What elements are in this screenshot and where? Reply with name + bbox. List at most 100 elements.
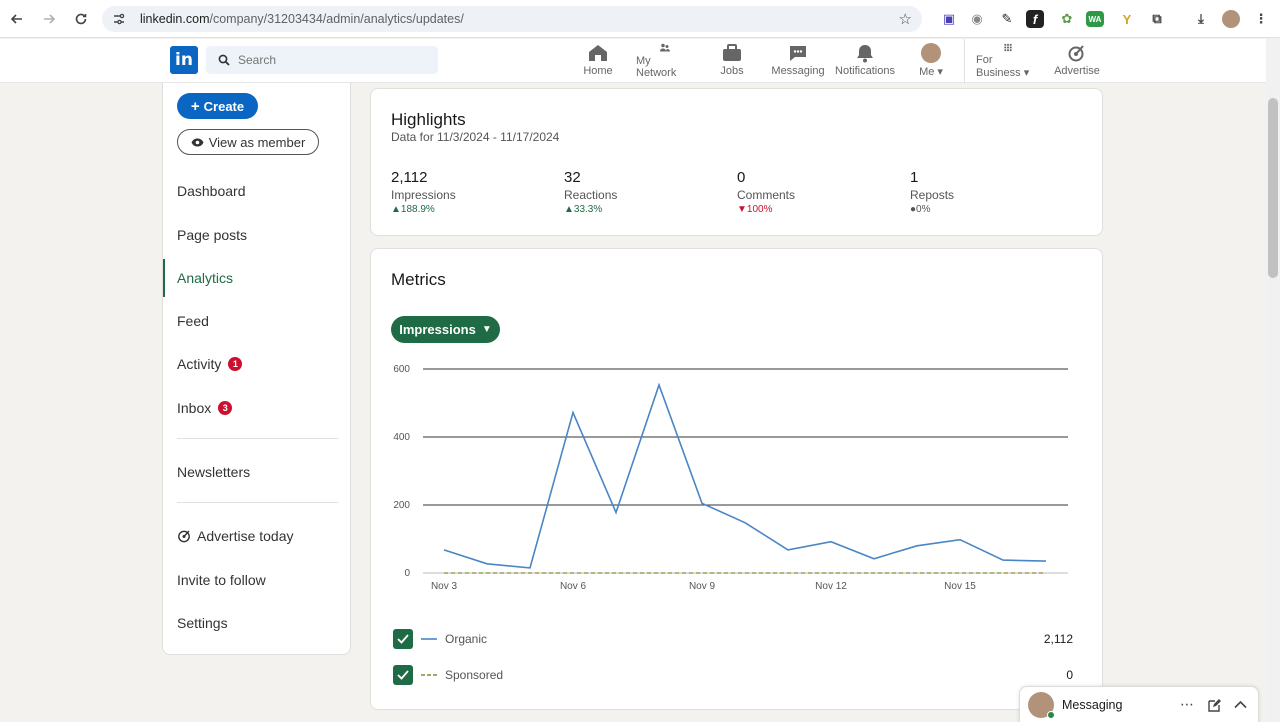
- stat-change: ●0%: [910, 204, 954, 215]
- create-button[interactable]: + Create: [177, 93, 258, 119]
- nav-label: Notifications: [835, 65, 895, 77]
- sidebar-item-label: Advertise today: [197, 528, 294, 544]
- forward-icon[interactable]: [34, 4, 64, 34]
- linkedin-navbar: in Home My Network Jobs Messaging Notifi…: [0, 39, 1266, 83]
- organic-legend-swatch: [421, 638, 437, 640]
- nav-for-business[interactable]: For Business ▾: [976, 43, 1040, 79]
- sidebar-item-label: Feed: [177, 313, 209, 329]
- profile-avatar-icon[interactable]: [1220, 8, 1242, 30]
- x-tick-label: Nov 9: [689, 581, 716, 592]
- extension-wa-icon[interactable]: WA: [1086, 11, 1104, 27]
- search-input[interactable]: [238, 53, 428, 67]
- stat-label: Reposts: [910, 188, 955, 202]
- stat-label: Reactions: [564, 188, 618, 202]
- sponsored-checkbox[interactable]: [393, 665, 413, 685]
- caret-down-icon: ▼: [481, 324, 492, 335]
- stat-change-value: 33.3%: [573, 204, 603, 215]
- avatar: [1028, 691, 1055, 719]
- nav-advertise[interactable]: Advertise: [1054, 43, 1100, 79]
- compose-icon[interactable]: [1208, 699, 1221, 712]
- chevron-up-icon[interactable]: [1234, 700, 1247, 709]
- sidebar-item-inbox[interactable]: Inbox 3: [177, 400, 233, 416]
- y-tick-label: 0: [404, 568, 410, 579]
- inbox-count-badge: 3: [218, 401, 233, 415]
- network-icon: [660, 43, 670, 52]
- sidebar-item-analytics[interactable]: Analytics: [177, 270, 233, 286]
- stat-impressions: 2,112 Impressions ▲188.9%: [391, 169, 456, 215]
- metric-type-dropdown[interactable]: Impressions ▼: [391, 316, 500, 343]
- stat-reposts: 1 Reposts ●0%: [910, 169, 954, 215]
- sidebar-item-invite-to-follow[interactable]: Invite to follow: [177, 572, 266, 588]
- view-as-member-label: View as member: [208, 134, 306, 150]
- url-text: linkedin.com/company/31203434/admin/anal…: [140, 12, 464, 26]
- sidebar-item-label: Dashboard: [177, 183, 246, 199]
- browser-menu-icon[interactable]: ⋮: [1254, 11, 1268, 26]
- sidebar-item-activity[interactable]: Activity 1: [177, 356, 243, 372]
- browser-toolbar: linkedin.com/company/31203434/admin/anal…: [0, 0, 1280, 38]
- search-box[interactable]: [206, 46, 438, 74]
- scrollbar-thumb[interactable]: [1268, 98, 1278, 278]
- organic-series-line: [443, 382, 1047, 569]
- extension-pen-icon[interactable]: ✎: [1001, 11, 1013, 26]
- stat-label: Impressions: [391, 188, 456, 202]
- nav-home[interactable]: Home: [583, 43, 613, 79]
- y-tick-label: 200: [393, 500, 410, 511]
- view-as-member-button[interactable]: View as member: [177, 129, 319, 155]
- caret-down-icon: ▾: [1023, 67, 1030, 79]
- briefcase-icon: [723, 44, 741, 61]
- nav-messaging[interactable]: Messaging: [771, 43, 825, 79]
- highlights-date-range: Data for 11/3/2024 - 11/17/2024: [391, 130, 560, 144]
- address-bar[interactable]: linkedin.com/company/31203434/admin/anal…: [102, 6, 922, 32]
- sidebar-item-label: Analytics: [177, 270, 234, 286]
- nav-label: Me: [919, 66, 935, 78]
- more-options-icon[interactable]: ⋯: [1180, 696, 1194, 712]
- highlights-title: Highlights: [391, 110, 466, 129]
- nav-divider: [964, 39, 965, 83]
- reload-icon[interactable]: [66, 4, 96, 34]
- extension-camera-icon[interactable]: ◉: [971, 11, 983, 26]
- highlights-card: Highlights Data for 11/3/2024 - 11/17/20…: [370, 88, 1103, 236]
- nav-me[interactable]: Me ▾: [916, 43, 946, 79]
- metrics-title: Metrics: [391, 270, 446, 289]
- sidebar-item-advertise-today[interactable]: Advertise today: [177, 528, 294, 544]
- nav-notifications[interactable]: Notifications: [835, 43, 895, 79]
- dot-icon: ●: [910, 204, 917, 215]
- nav-jobs[interactable]: Jobs: [718, 43, 746, 79]
- activity-count-badge: 1: [228, 357, 243, 371]
- stat-value: 2,112: [391, 169, 428, 186]
- x-tick-label: Nov 3: [431, 581, 458, 592]
- download-icon[interactable]: ⤓: [1198, 11, 1204, 26]
- extension-f-icon[interactable]: f: [1026, 10, 1044, 28]
- messaging-overlay-title: Messaging: [1062, 697, 1123, 712]
- messaging-overlay[interactable]: Messaging ⋯: [1019, 686, 1259, 722]
- nav-my-network[interactable]: My Network: [636, 43, 694, 79]
- sidebar-item-settings[interactable]: Settings: [177, 615, 228, 631]
- sidebar-item-label: Newsletters: [177, 464, 251, 480]
- extension-calendar-icon[interactable]: ▣: [942, 11, 956, 26]
- metrics-card: Metrics Impressions ▼ 0 200 400 600 Nov 3 Nov…: [370, 248, 1103, 710]
- nav-me-label: Me ▾: [919, 65, 943, 78]
- legend-total: 2,112: [1043, 632, 1073, 646]
- stat-change-value: 188.9%: [400, 204, 435, 215]
- sidebar-item-feed[interactable]: Feed: [177, 313, 209, 329]
- linkedin-logo[interactable]: in: [170, 46, 198, 74]
- sidebar-item-label: Invite to follow: [177, 572, 266, 588]
- extensions-puzzle-icon[interactable]: ⧉: [1152, 11, 1162, 26]
- sidebar-item-dashboard[interactable]: Dashboard: [177, 183, 246, 199]
- sidebar-item-page-posts[interactable]: Page posts: [177, 227, 247, 243]
- sidebar-item-newsletters[interactable]: Newsletters: [177, 464, 250, 480]
- extension-leaf-icon[interactable]: ✿: [1061, 11, 1073, 26]
- nav-label: My Network: [636, 55, 677, 79]
- organic-checkbox[interactable]: [393, 629, 413, 649]
- bookmark-star-icon[interactable]: ☆: [898, 11, 912, 28]
- admin-sidebar: + Create View as member Dashboard Page po…: [162, 83, 351, 655]
- x-tick-label: Nov 15: [944, 581, 976, 592]
- back-icon[interactable]: [2, 4, 32, 34]
- stat-change-value: 100%: [746, 204, 773, 215]
- stat-value: 0: [737, 169, 746, 186]
- site-info-icon[interactable]: [112, 12, 126, 26]
- sidebar-item-label: Inbox: [177, 400, 212, 416]
- extension-y-icon[interactable]: Y: [1122, 11, 1132, 27]
- triangle-down-icon: ▼: [737, 204, 747, 215]
- stat-reactions: 32 Reactions ▲33.3%: [564, 169, 617, 215]
